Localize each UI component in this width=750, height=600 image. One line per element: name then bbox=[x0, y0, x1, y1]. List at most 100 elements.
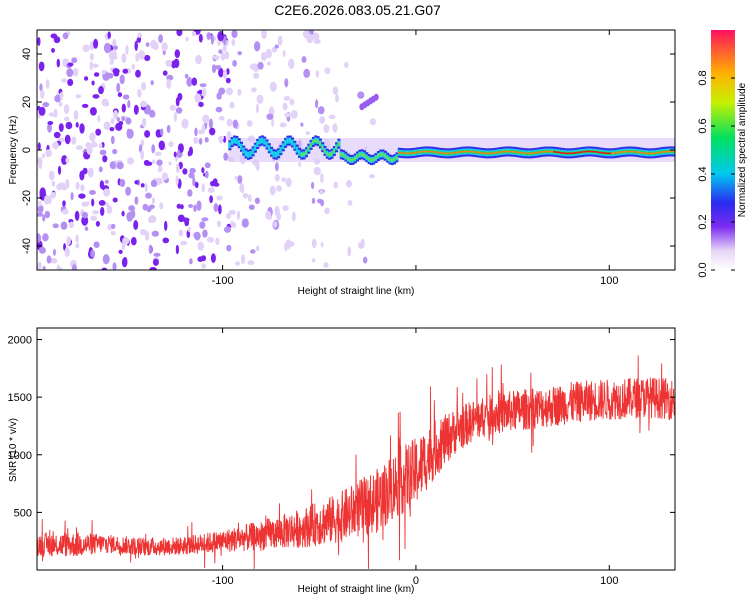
noise-blob bbox=[61, 155, 68, 165]
tone-band-inner bbox=[367, 157, 371, 161]
noise-blob bbox=[173, 111, 177, 122]
tone-band-peak bbox=[458, 151, 462, 153]
tone-band-peak bbox=[567, 152, 571, 155]
noise-blob bbox=[333, 181, 339, 189]
tone-band-inner bbox=[351, 158, 355, 162]
noise-blob bbox=[161, 42, 168, 52]
colorbar-tick-label: 0.8 bbox=[697, 70, 709, 85]
tone-band-peak bbox=[407, 152, 410, 155]
noise-blob bbox=[201, 124, 206, 134]
tone-band-peak bbox=[451, 152, 455, 154]
tone-band-peak bbox=[476, 151, 480, 154]
noise-blob bbox=[346, 179, 352, 188]
tone-band-peak bbox=[643, 152, 647, 154]
noise-blob bbox=[58, 123, 64, 132]
noise-blob bbox=[101, 98, 109, 107]
noise-blob bbox=[38, 200, 42, 207]
noise-blob bbox=[61, 208, 69, 215]
noise-blob bbox=[218, 49, 223, 54]
noise-blob bbox=[216, 220, 222, 228]
noise-blob bbox=[174, 49, 180, 58]
noise-blob bbox=[112, 197, 118, 203]
noise-blob bbox=[347, 200, 353, 206]
tone-band-inner bbox=[339, 152, 343, 156]
noise-blob bbox=[232, 60, 238, 67]
noise-blob bbox=[45, 79, 50, 89]
noise-blob bbox=[201, 87, 207, 97]
tone-band-inner bbox=[321, 145, 325, 149]
noise-blob bbox=[311, 238, 317, 249]
noise-blob bbox=[212, 55, 220, 60]
noise-blob bbox=[275, 162, 279, 172]
noise-blob bbox=[228, 210, 236, 215]
noise-blob bbox=[112, 262, 117, 270]
noise-blob bbox=[149, 109, 156, 118]
tone-band-peak bbox=[576, 151, 580, 154]
noise-blob bbox=[166, 124, 171, 134]
tone-band-mid bbox=[274, 151, 278, 158]
noise-blob bbox=[193, 231, 201, 241]
noise-blob bbox=[193, 137, 199, 144]
noise-blob bbox=[64, 247, 70, 257]
noise-blob bbox=[57, 165, 62, 175]
tone-band-peak bbox=[516, 151, 520, 153]
noise-blob bbox=[90, 215, 97, 221]
noise-blob bbox=[141, 117, 147, 128]
tone-band-peak bbox=[439, 152, 443, 154]
noise-blob bbox=[188, 172, 195, 179]
tone-band-mid bbox=[249, 151, 253, 157]
noise-blob bbox=[84, 226, 89, 231]
noise-blob bbox=[303, 68, 311, 78]
noise-blob bbox=[63, 104, 70, 115]
tone-band-inner bbox=[328, 153, 332, 157]
tone-band-peak bbox=[465, 150, 468, 153]
noise-blob bbox=[300, 122, 304, 127]
noise-blob bbox=[42, 233, 49, 242]
tone-band-peak bbox=[462, 150, 466, 153]
noise-blob bbox=[121, 103, 126, 113]
noise-blob bbox=[230, 220, 235, 227]
noise-blob bbox=[121, 210, 125, 217]
y-tick-label: 500 bbox=[14, 507, 32, 519]
noise-blob bbox=[144, 130, 151, 138]
noise-blob bbox=[160, 128, 164, 136]
noise-blob bbox=[279, 122, 287, 128]
tone-band-peak bbox=[404, 152, 408, 155]
noise-blob bbox=[148, 244, 152, 255]
noise-blob bbox=[241, 218, 249, 228]
noise-blob bbox=[67, 78, 74, 86]
noise-blob bbox=[109, 59, 114, 65]
tone-band-peak bbox=[604, 152, 608, 154]
noise-blob bbox=[102, 254, 110, 265]
noise-blob bbox=[79, 123, 85, 134]
tone-band-mid bbox=[237, 140, 241, 147]
tone-band-peak bbox=[648, 152, 652, 155]
noise-blob bbox=[162, 70, 168, 76]
noise-blob bbox=[222, 45, 227, 52]
noise-blob bbox=[50, 191, 56, 199]
noise-blob bbox=[177, 214, 185, 223]
noise-blob bbox=[37, 212, 44, 217]
noise-blob bbox=[110, 135, 115, 145]
noise-blob bbox=[150, 80, 154, 86]
tone-band-peak bbox=[416, 151, 420, 154]
noise-blob bbox=[106, 204, 113, 215]
noise-blob bbox=[153, 252, 161, 257]
x-tick-label: 100 bbox=[600, 575, 618, 587]
noise-blob bbox=[126, 128, 131, 139]
noise-blob bbox=[98, 200, 106, 206]
tone-band-peak bbox=[520, 152, 524, 154]
tone-band-inner bbox=[353, 157, 357, 160]
noise-blob bbox=[231, 30, 238, 39]
noise-blob bbox=[52, 223, 59, 229]
tone-band-mid bbox=[265, 141, 269, 148]
noise-blob bbox=[315, 99, 319, 109]
noise-blob bbox=[89, 60, 93, 71]
noise-blob bbox=[148, 204, 155, 210]
tone-band-peak bbox=[634, 151, 638, 153]
noise-blob bbox=[180, 240, 188, 246]
tone-band-inner bbox=[393, 157, 397, 161]
tone-band-inner bbox=[372, 158, 376, 162]
tone-band-peak bbox=[511, 150, 515, 153]
tone-band-peak bbox=[611, 152, 615, 155]
